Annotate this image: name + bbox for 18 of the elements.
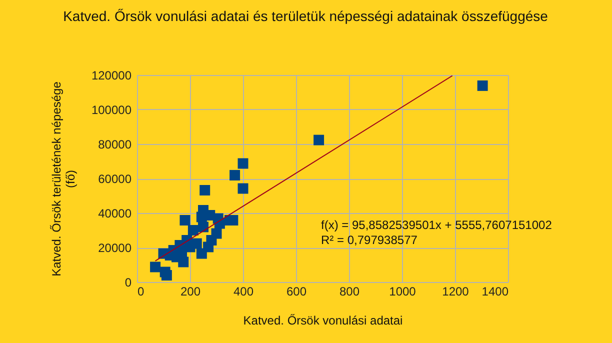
y-tick-label: 80000: [98, 138, 132, 152]
x-tick-label: 1400: [482, 284, 509, 298]
y-tick-label: 0: [124, 276, 132, 290]
x-tick-label: 1000: [389, 284, 416, 298]
x-tick-label: 800: [339, 284, 360, 298]
y-tick-label: 40000: [98, 206, 132, 220]
x-axis-title: Katved. Őrsök vonulási adatai: [243, 314, 403, 328]
x-tick-label: 200: [180, 284, 201, 298]
y-tick-label: 120000: [91, 68, 132, 82]
x-tick-label: 1200: [442, 284, 470, 298]
y-tick-label: 20000: [98, 241, 132, 255]
y-tick-label: 60000: [98, 172, 132, 186]
chart-title: Katved. Őrsök vonulási adatai és területük népességi adatainak összefüggése: [63, 8, 548, 24]
x-tick-label: 400: [233, 284, 254, 298]
x-tick-label: 0: [138, 284, 144, 298]
y-axis-title: Katved. Őrsök területének népesége (fő): [49, 81, 78, 276]
y-tick-label: 100000: [91, 103, 132, 117]
x-tick-label: 600: [286, 284, 307, 298]
